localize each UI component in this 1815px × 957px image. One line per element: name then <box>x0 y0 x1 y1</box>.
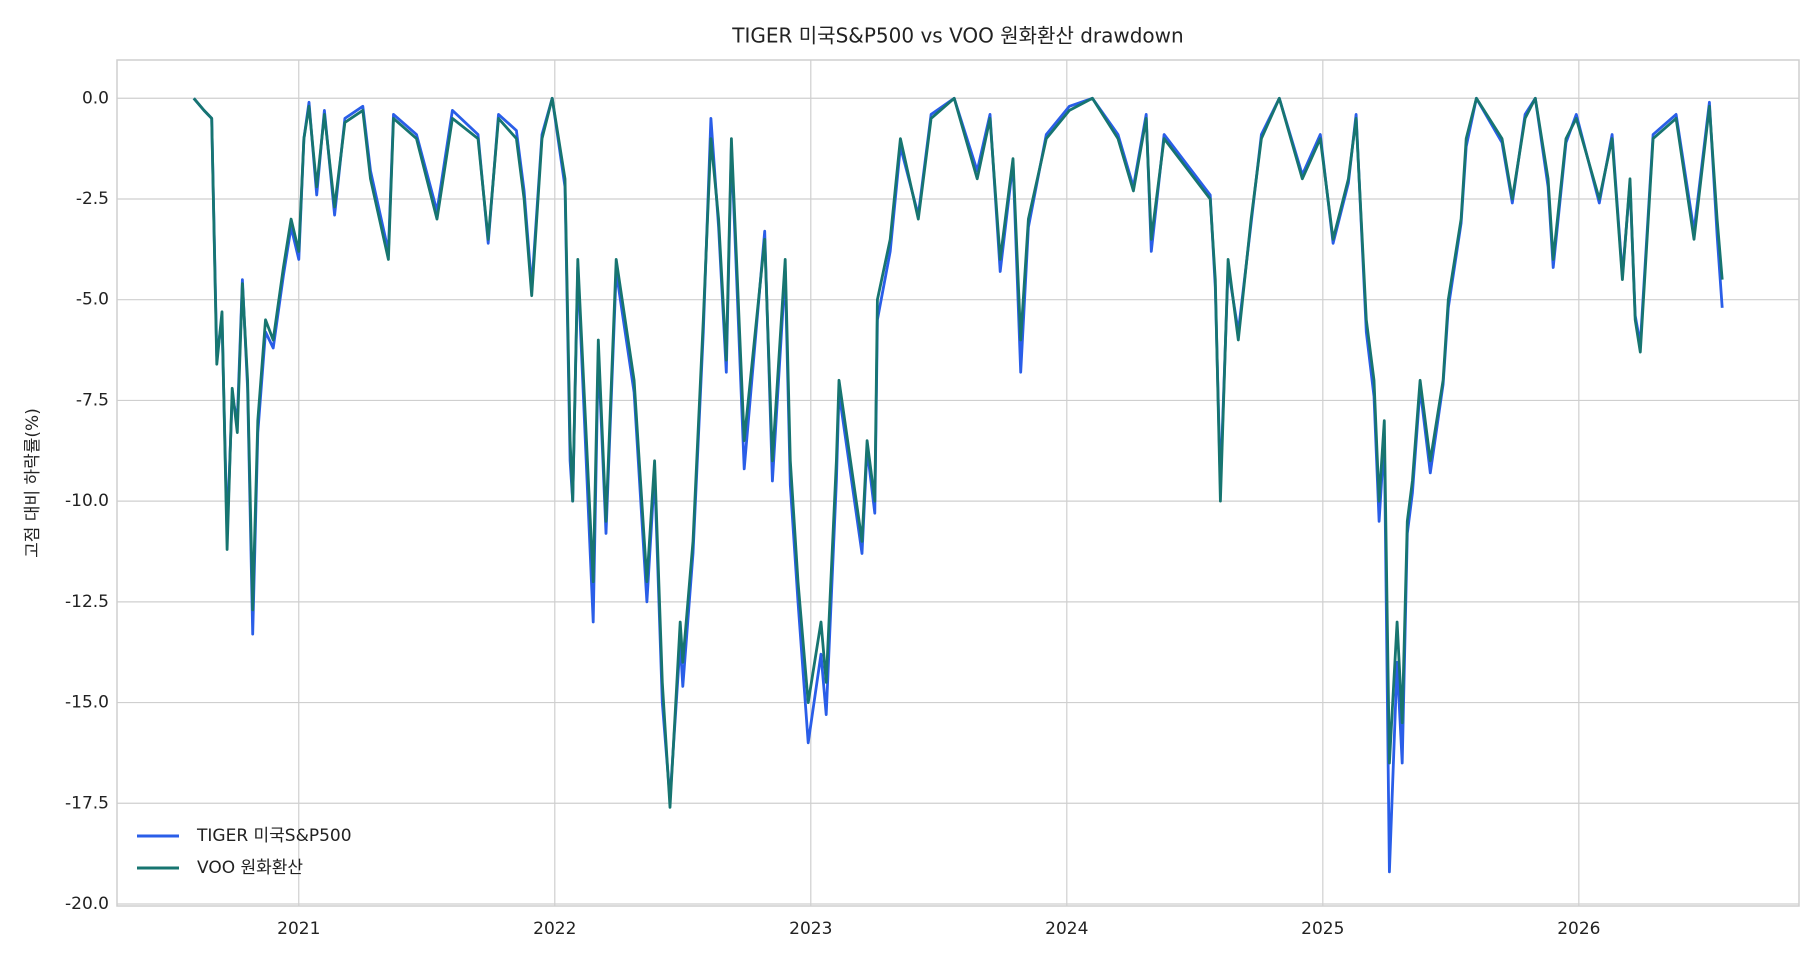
y-tick-label: -20.0 <box>65 894 109 914</box>
x-tick-label: 2021 <box>277 919 320 939</box>
x-tick-label: 2025 <box>1301 919 1344 939</box>
legend-label: TIGER 미국S&P500 <box>196 826 352 846</box>
y-tick-label: -15.0 <box>65 693 109 713</box>
x-tick-label: 2022 <box>533 919 576 939</box>
chart-title: TIGER 미국S&P500 vs VOO 원화환산 drawdown <box>731 24 1183 48</box>
y-tick-label: 0.0 <box>82 88 109 108</box>
x-tick-label: 2026 <box>1557 919 1600 939</box>
x-tick-label: 2024 <box>1045 919 1088 939</box>
y-tick-label: -5.0 <box>76 290 109 310</box>
y-axis-label: 고점 대비 하락률(%) <box>23 408 43 558</box>
series-line <box>192 96 1724 809</box>
x-tick-label: 2023 <box>789 919 832 939</box>
y-tick-label: -2.5 <box>76 189 109 209</box>
legend-label: VOO 원화환산 <box>197 858 303 878</box>
y-tick-label: -17.5 <box>65 793 109 813</box>
y-tick-label: -10.0 <box>65 491 109 511</box>
y-tick-label: -12.5 <box>65 592 109 612</box>
y-tick-label: -7.5 <box>76 390 109 410</box>
plot-frame <box>116 59 1800 907</box>
